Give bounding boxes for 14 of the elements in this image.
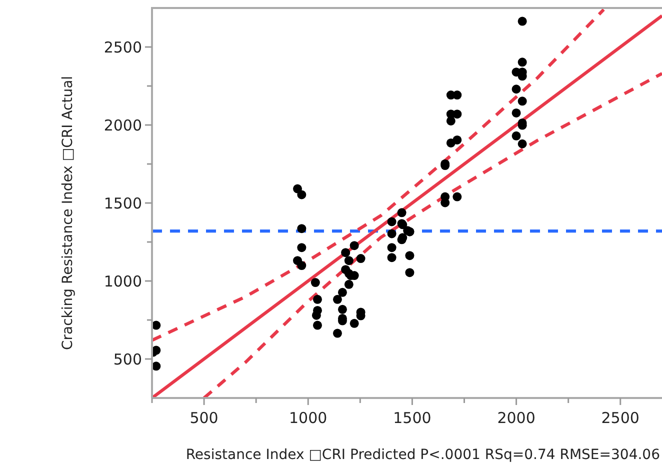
y-tick-label: 1000 <box>104 272 142 290</box>
y-tick-label: 2000 <box>104 116 142 134</box>
x-axis-title: Resistance Index □CRI Predicted P<.0001 RSq=0.74 RMSE=304.06 <box>186 447 660 463</box>
y-tick-label: 1500 <box>104 194 142 212</box>
x-tick-label: 2500 <box>601 409 640 427</box>
x-tick-label: 500 <box>190 409 218 427</box>
line-series <box>152 8 606 342</box>
y-axis-title: Cracking Resistance Index □CRI Actual <box>60 76 76 350</box>
y-tick-label: 2500 <box>104 38 142 56</box>
x-tick-label: 1500 <box>393 409 432 427</box>
y-tick-label: 500 <box>113 350 142 368</box>
line-series <box>202 72 662 398</box>
x-tick-label: 2000 <box>497 409 536 427</box>
x-tick-label: 1000 <box>289 409 328 427</box>
